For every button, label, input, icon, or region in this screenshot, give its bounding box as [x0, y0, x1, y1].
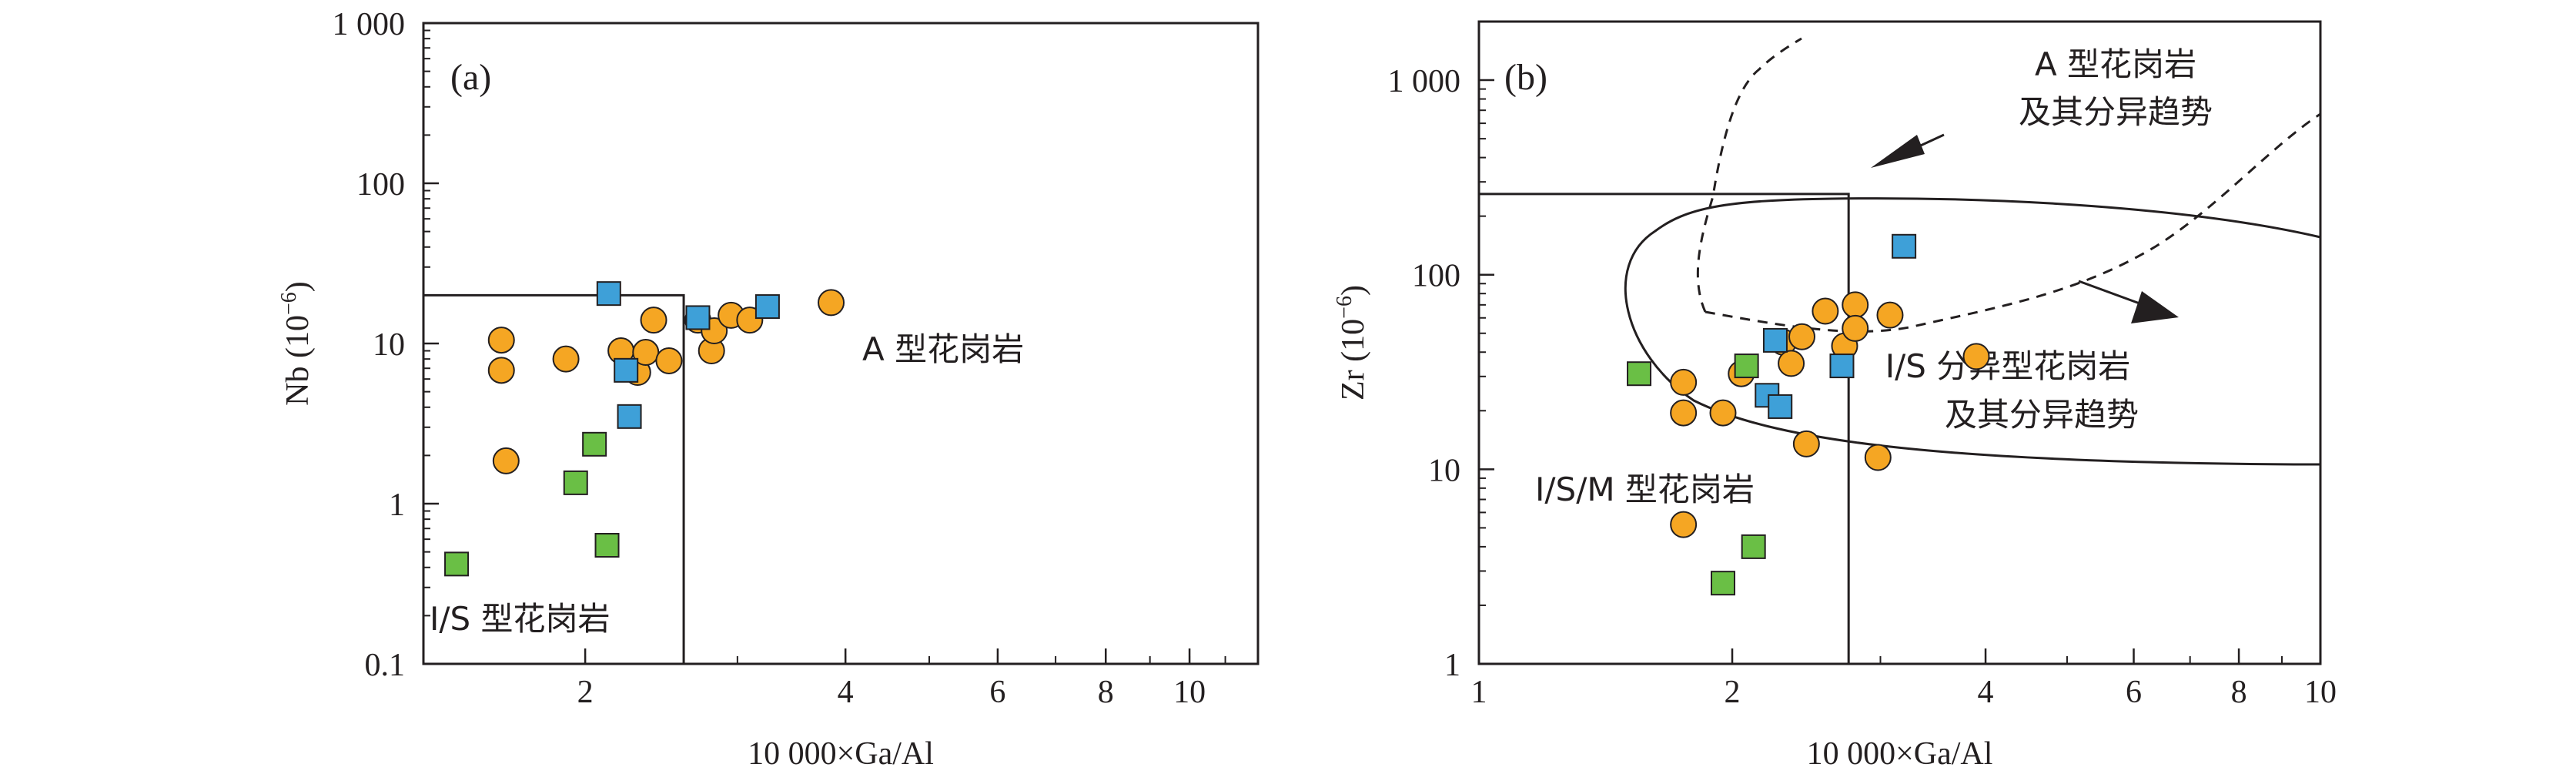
field-label: I/S 分异型花岗岩: [1885, 347, 2131, 385]
data-point-circle: [1670, 399, 1698, 427]
data-point-circle: [1778, 350, 1805, 377]
x-tick-label: 2: [577, 675, 594, 710]
field-label: A 型花岗岩: [862, 330, 1024, 368]
y-tick-label: 100: [1412, 259, 1460, 294]
x-tick-label: 2: [1725, 675, 1741, 710]
x-tick-label: 8: [2231, 675, 2247, 710]
data-point-circle: [1670, 368, 1698, 396]
data-point-circle: [492, 447, 520, 474]
data-point-square: [1711, 571, 1736, 596]
data-point-square: [594, 533, 620, 558]
a-type-field-upper-edge: [1696, 37, 1802, 313]
plot-frame: [1477, 20, 2322, 665]
y-axis-label: Zr (10−6): [1333, 285, 1371, 400]
is-trend-arrow-head: [2131, 291, 2179, 323]
y-axis-label-text: Nb (10: [280, 315, 316, 406]
field-label: 及其分异趋势: [2019, 93, 2213, 131]
data-point-circle: [1709, 399, 1737, 427]
field-label: I/S 型花岗岩: [430, 600, 611, 638]
data-point-square: [617, 404, 642, 429]
data-point-circle: [655, 347, 683, 374]
y-tick-label: 1: [1444, 648, 1460, 683]
x-tick-label: 1: [1471, 675, 1487, 710]
y-axis-label-unit-exponent: −6: [277, 292, 301, 315]
y-tick-label: 10: [373, 327, 405, 363]
x-tick-label: 8: [1098, 675, 1114, 710]
data-point-square: [1829, 353, 1855, 379]
panel-label: (a): [450, 57, 491, 98]
data-point-circle: [1842, 291, 1869, 319]
data-point-square: [754, 294, 780, 320]
data-point-circle: [1864, 444, 1892, 471]
panel-b: 1 10 100 1 000 1 2 4 6 8 10 10 000×Ga/Al Zr (10−6) (…: [1333, 20, 2337, 772]
y-axis-label-unit-exponent: −6: [1333, 296, 1357, 319]
data-point-square: [582, 431, 607, 457]
data-point-square: [1762, 327, 1788, 353]
y-axis-label-text: Zr (10: [1336, 319, 1371, 400]
data-point-circle: [487, 327, 515, 354]
x-tick-label: 6: [989, 675, 1005, 710]
data-point-circle: [1812, 297, 1839, 325]
a-type-field-lower-edge: [1705, 112, 2321, 333]
x-tick-label: 10: [2304, 675, 2337, 710]
is-trend-arrow-shaft: [2078, 280, 2149, 308]
data-point-circle: [1962, 343, 1990, 370]
data-point-square: [1627, 361, 1652, 387]
x-tick-label: 10: [1173, 675, 1206, 710]
field-boundary-line: [1479, 193, 1850, 664]
x-tick-label: 6: [2126, 675, 2142, 710]
data-point-square: [444, 551, 470, 577]
data-point-square: [1734, 353, 1759, 379]
data-point-square: [685, 305, 711, 330]
y-tick-label: 1 000: [333, 7, 406, 42]
data-point-square: [563, 470, 588, 495]
fractionated-is-envelope: [1624, 197, 2321, 466]
data-point-circle: [1842, 314, 1869, 342]
field-label: A 型花岗岩: [2035, 45, 2196, 83]
x-axis-label: 10 000×Ga/Al: [1807, 736, 1993, 772]
y-tick-label: 10: [1428, 453, 1460, 488]
data-point-circle: [1670, 511, 1698, 538]
data-point-square: [1768, 394, 1793, 419]
y-tick-label: 1: [389, 488, 405, 523]
y-tick-label: 1 000: [1388, 64, 1461, 99]
data-point-circle: [640, 307, 667, 334]
panel-label: (b): [1504, 57, 1547, 98]
data-point-circle: [487, 357, 515, 384]
x-tick-label: 4: [838, 675, 854, 710]
data-point-circle: [1792, 430, 1820, 457]
field-label: I/S/M 型花岗岩: [1535, 471, 1755, 508]
data-point-square: [1892, 233, 1917, 259]
data-point-square: [596, 281, 621, 307]
data-point-circle: [818, 289, 845, 317]
field-label: 及其分异趋势: [1945, 396, 2139, 434]
x-tick-label: 4: [1978, 675, 1994, 710]
y-tick-label: 0.1: [365, 648, 406, 683]
data-point-square: [614, 357, 639, 383]
data-point-square: [1741, 534, 1766, 559]
y-axis-label-close: ): [280, 281, 316, 292]
y-axis-label: Nb (10−6): [277, 281, 316, 406]
a-type-trend-arrow-head: [1871, 135, 1925, 168]
field-boundary-line: [423, 293, 685, 664]
y-axis-label-close: ): [1336, 285, 1371, 296]
data-point-circle: [552, 345, 580, 373]
data-point-circle: [1788, 323, 1816, 350]
x-axis-label: 10 000×Ga/Al: [748, 736, 934, 772]
plot-frame: [422, 22, 1260, 665]
panel-a: 0.1 1 10 100 1 000 2 4 6 8 10 10 000×Ga/Al Nb (10−6…: [277, 7, 1260, 772]
data-point-circle: [1876, 301, 1904, 329]
y-tick-label: 100: [356, 167, 405, 203]
